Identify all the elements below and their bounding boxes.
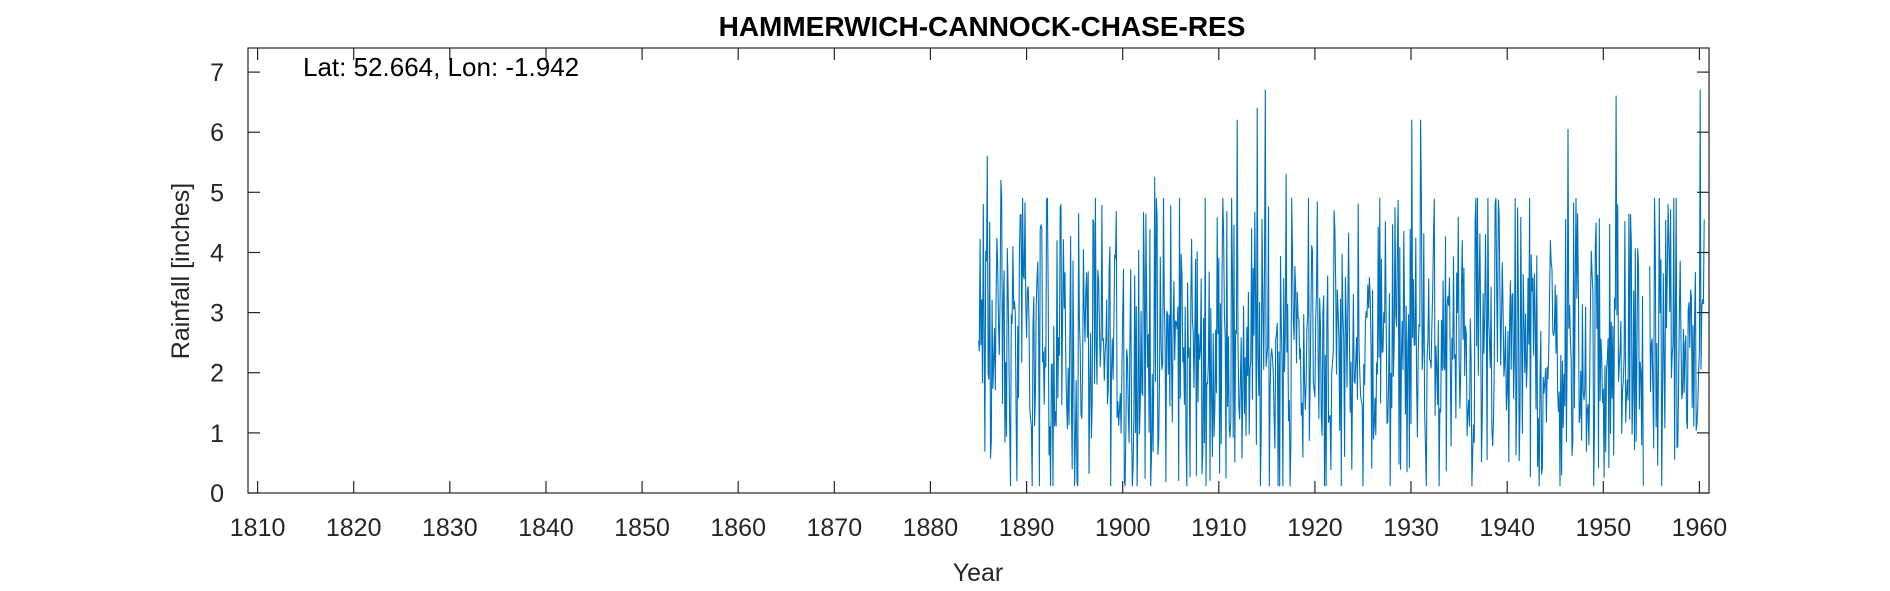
x-tick-label: 1960 — [1672, 514, 1728, 542]
y-tick-label: 4 — [210, 240, 224, 268]
x-tick-label: 1870 — [806, 514, 862, 542]
x-tick-label: 1880 — [903, 514, 959, 542]
y-axis-label: Rainfall [inches] — [167, 183, 195, 359]
series-layer — [977, 89, 1705, 487]
plot-area — [248, 48, 1709, 493]
axes-layer: 1810 1820 1830 1840 1850 1860 1870 1880 1890 1900… — [210, 47, 1728, 542]
y-tick-label: 7 — [210, 59, 224, 87]
y-tick-label: 2 — [210, 360, 224, 388]
y-tick-label: 6 — [210, 119, 224, 147]
x-tick-label: 1910 — [1191, 514, 1247, 542]
y-tick-label: 3 — [210, 300, 224, 328]
y-tick-label: 1 — [210, 420, 224, 448]
x-tick-label: 1930 — [1383, 514, 1439, 542]
series-line-segment-2 — [1649, 89, 1705, 487]
x-tick-label: 1840 — [518, 514, 574, 542]
y-tick-label: 0 — [210, 480, 224, 508]
x-tick-label: 1940 — [1479, 514, 1535, 542]
x-tick-label: 1830 — [422, 514, 478, 542]
x-tick-label: 1850 — [614, 514, 670, 542]
chart-title: HAMMERWICH-CANNOCK-CHASE-RES — [719, 11, 1246, 42]
x-tick-label: 1860 — [710, 514, 766, 542]
x-tick-label: 1920 — [1287, 514, 1343, 542]
axes-box — [247, 47, 1710, 494]
x-axis-label: Year — [953, 559, 1004, 587]
x-tick-label: 1900 — [1095, 514, 1151, 542]
location-annotation: Lat: 52.664, Lon: -1.942 — [303, 52, 579, 82]
y-tick-label: 5 — [210, 179, 224, 207]
x-tick-label: 1890 — [999, 514, 1055, 542]
x-tick-label: 1820 — [326, 514, 382, 542]
x-tick-label: 1810 — [230, 514, 286, 542]
x-tick-label: 1950 — [1575, 514, 1631, 542]
series-line-segment-1 — [977, 89, 1644, 487]
